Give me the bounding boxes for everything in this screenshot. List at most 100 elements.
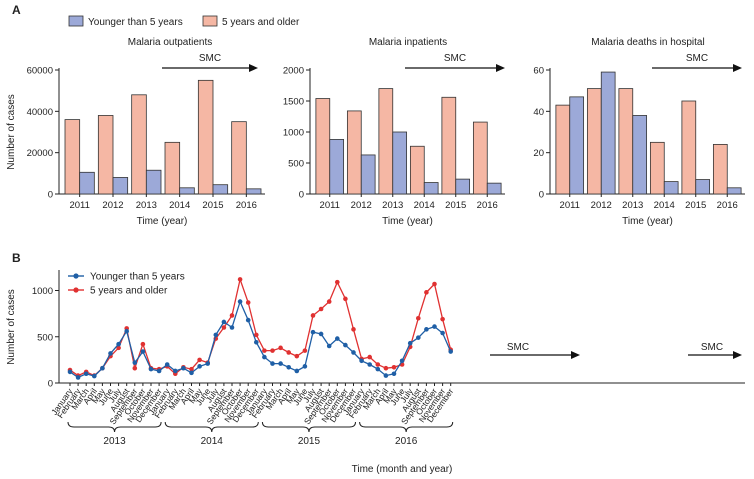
chart-a1-ytick-label: 0 xyxy=(48,190,53,201)
chart-a2-xlabel: Time (year) xyxy=(382,216,433,227)
chart-b-point-young-6 xyxy=(116,341,121,347)
chart-a2-bar-young-2013 xyxy=(392,131,408,195)
chart-a1-xlabel: Time (year) xyxy=(137,216,188,227)
chart-b-point-young-3 xyxy=(92,373,97,379)
chart-a1-bar-young-2013 xyxy=(145,169,162,195)
chart-b-year-brace-2013 xyxy=(67,421,162,433)
chart-b-point-young-36 xyxy=(359,358,364,364)
chart-a2-title: Malaria inpatients xyxy=(369,37,447,48)
chart-a1-xtick-label: 2011 xyxy=(69,200,89,211)
chart-b-point-young-1 xyxy=(75,375,81,380)
chart-a1-xtick-label: 2015 xyxy=(202,200,223,211)
chart-b-point-old-30 xyxy=(310,313,316,318)
chart-a3-title: Malaria deaths in hospital xyxy=(591,37,704,48)
chart-b-point-old-32 xyxy=(326,299,332,304)
chart-b-point-old-33 xyxy=(335,279,340,285)
chart-a2-bar-old-2012 xyxy=(346,110,362,195)
chart-b-point-old-21 xyxy=(237,277,243,282)
chart-b-year-label-2013: 2013 xyxy=(103,436,126,447)
chart-b-point-young-4 xyxy=(100,365,105,371)
chart-b-smc-label-2: SMC xyxy=(701,342,723,353)
chart-b-point-young-7 xyxy=(124,328,129,334)
chart-b-point-young-32 xyxy=(326,343,332,349)
chart-b-year-label-2015: 2015 xyxy=(298,436,321,447)
chart-a1-title: Malaria outpatients xyxy=(128,37,213,48)
chart-b-ytick-label: 0 xyxy=(48,379,53,390)
chart-b-point-young-23 xyxy=(253,340,259,345)
chart-b-point-young-43 xyxy=(416,335,421,340)
chart-a3-bar-young-2013 xyxy=(632,115,648,195)
chart-a3-bar-old-2011 xyxy=(555,104,571,195)
chart-b-year-brace-2014 xyxy=(164,421,259,433)
chart-b-point-young-26 xyxy=(278,361,283,366)
chart-a2-ytick-label: 500 xyxy=(288,159,304,170)
chart-a1-smc-arrow-head xyxy=(249,64,258,72)
legend-b-old-label: 5 years and older xyxy=(90,286,168,297)
chart-b-year-label-2016: 2016 xyxy=(395,436,418,447)
chart-a2-ytick-label: 1500 xyxy=(283,97,304,108)
panel-a-label: A xyxy=(12,3,21,17)
chart-b-point-old-6 xyxy=(116,345,121,351)
chart-b-point-young-31 xyxy=(318,331,324,337)
chart-b-point-old-35 xyxy=(351,327,356,332)
chart-a2-smc-label: SMC xyxy=(444,53,466,64)
chart-a1-ytick-label: 20000 xyxy=(27,148,53,159)
chart-a3-ytick-label: 20 xyxy=(533,148,544,159)
chart-a1-bar-young-2016 xyxy=(245,188,262,195)
chart-a3-xtick-label: 2011 xyxy=(560,200,580,211)
chart-b-point-old-28 xyxy=(294,353,300,359)
chart-a3-bar-young-2014 xyxy=(663,181,679,195)
chart-a2-bar-young-2015 xyxy=(455,178,471,195)
chart-a3-xtick-label: 2015 xyxy=(685,200,706,211)
chart-a2-bar-old-2013 xyxy=(378,88,394,195)
chart-b-point-old-20 xyxy=(229,313,235,318)
legend-a-old-swatch xyxy=(202,15,218,27)
chart-a2-smc-arrow-head xyxy=(496,64,505,72)
chart-b-point-old-34 xyxy=(343,296,348,302)
chart-a1-bar-old-2011 xyxy=(64,119,81,195)
chart-b-point-young-35 xyxy=(351,350,356,355)
chart-b-point-old-26 xyxy=(278,345,283,351)
chart-b-point-young-25 xyxy=(270,361,275,366)
chart-b-point-young-9 xyxy=(140,349,146,354)
chart-a2-bar-young-2016 xyxy=(486,182,502,195)
chart-a2-bar-young-2014 xyxy=(423,182,439,195)
chart-b-xlabel: Time (month and year) xyxy=(352,464,453,475)
chart-a2-xtick-label: 2013 xyxy=(382,200,403,211)
legend-b-young-label: Younger than 5 years xyxy=(90,272,185,283)
chart-a3-bar-old-2013 xyxy=(618,88,634,195)
chart-a1-xtick-label: 2013 xyxy=(136,200,157,211)
chart-a3-smc-label: SMC xyxy=(686,53,708,64)
chart-a1-xtick-label: 2012 xyxy=(102,200,123,211)
chart-a1-xtick-label: 2016 xyxy=(236,200,257,211)
chart-a3-bar-young-2016 xyxy=(726,187,742,195)
chart-b-year-brace-2016 xyxy=(359,421,454,433)
chart-b-smc-arrow-1-head xyxy=(571,351,580,359)
chart-b-point-young-8 xyxy=(132,360,138,365)
chart-b-point-young-42 xyxy=(407,340,413,346)
chart-b-point-young-18 xyxy=(213,332,219,338)
chart-a2-bar-old-2011 xyxy=(315,98,331,195)
chart-a2-xtick-label: 2011 xyxy=(320,200,340,211)
chart-a1-bar-young-2015 xyxy=(212,184,229,195)
chart-a1-bar-young-2011 xyxy=(79,171,95,195)
chart-a1-bar-old-2014 xyxy=(164,141,181,195)
chart-a1-bar-old-2015 xyxy=(197,79,214,195)
chart-b-point-young-24 xyxy=(262,354,267,360)
chart-b-point-young-41 xyxy=(399,358,405,364)
chart-a3-ytick-label: 0 xyxy=(539,190,544,201)
chart-b-point-young-38 xyxy=(375,366,381,372)
chart-b-point-young-46 xyxy=(440,330,445,336)
chart-b-ylabel: Number of cases xyxy=(6,289,17,365)
chart-b-year-brace-2015 xyxy=(261,421,356,433)
chart-b-point-old-39 xyxy=(383,365,389,371)
chart-a2-xtick-label: 2016 xyxy=(477,200,498,211)
chart-a1-ytick-label: 40000 xyxy=(27,107,53,118)
chart-a3-bar-young-2011 xyxy=(569,96,585,195)
chart-a3-smc-arrow-head xyxy=(733,64,742,72)
chart-b-point-young-45 xyxy=(432,324,437,329)
chart-b-point-young-22 xyxy=(245,317,251,323)
chart-b-smc-label-1: SMC xyxy=(507,342,529,353)
chart-a3-ytick-label: 60 xyxy=(533,66,544,77)
